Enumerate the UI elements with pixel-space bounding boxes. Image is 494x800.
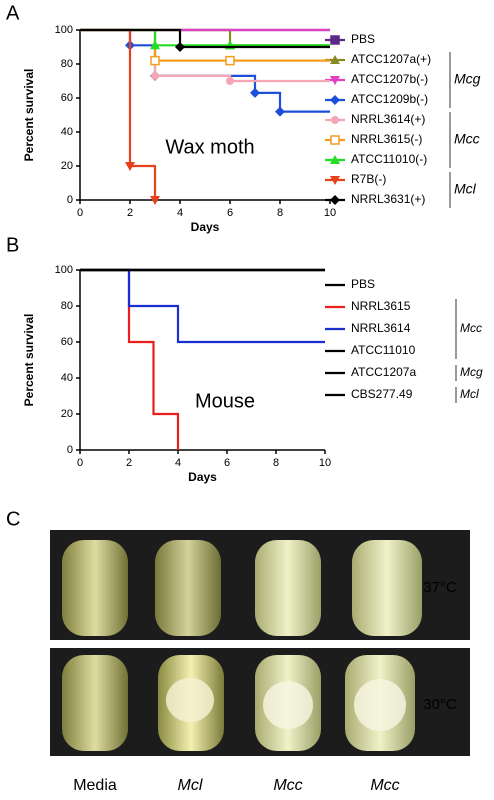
legend-label: NRRL3614 xyxy=(351,321,411,335)
legend-label: CBS277.49 xyxy=(351,387,413,401)
y-tick-label: 0 xyxy=(67,444,73,456)
marker xyxy=(150,40,160,50)
legend-label: R7B(-) xyxy=(351,172,386,186)
marker xyxy=(125,162,135,171)
group-label: Mcc xyxy=(454,131,480,147)
legend-label: ATCC1209b(-) xyxy=(351,92,428,106)
survival-line xyxy=(80,28,330,47)
survival-line xyxy=(80,268,325,344)
panel-letter: B xyxy=(6,234,19,256)
legend-label: ATCC1207a xyxy=(351,365,416,379)
survival-line xyxy=(80,28,330,47)
marker xyxy=(150,55,160,66)
marker xyxy=(250,87,260,98)
y-tick-label: 20 xyxy=(61,160,73,172)
legend-label: PBS xyxy=(351,277,375,291)
x-tick-label: 8 xyxy=(277,207,283,219)
x-tick-label: 4 xyxy=(177,207,183,219)
survival-line xyxy=(80,28,330,49)
annotation: Mouse xyxy=(195,390,255,412)
y-tick-label: 100 xyxy=(55,264,73,276)
annotation: Wax moth xyxy=(165,136,254,158)
legend-label: NRRL3614(+) xyxy=(351,112,425,126)
panel-letter: A xyxy=(6,2,20,24)
marker xyxy=(150,196,160,205)
y-tick-label: 60 xyxy=(61,92,73,104)
tube-label: Mcc xyxy=(273,777,302,794)
x-tick-label: 2 xyxy=(127,207,133,219)
x-tick-label: 6 xyxy=(224,457,230,469)
legend-label: ATCC11010 xyxy=(351,343,416,357)
legend-label: NRRL3615 xyxy=(351,299,411,313)
x-tick-label: 10 xyxy=(319,457,331,469)
x-tick-label: 0 xyxy=(77,457,83,469)
x-tick-label: 0 xyxy=(77,207,83,219)
marker xyxy=(151,71,159,80)
marker xyxy=(225,55,235,66)
group-label: Mcg xyxy=(460,365,483,379)
photo xyxy=(50,530,470,756)
y-tick-label: 80 xyxy=(61,58,73,70)
temperature-label: 30°C xyxy=(423,696,457,713)
y-tick-label: 100 xyxy=(55,24,73,36)
y-tick-label: 40 xyxy=(61,126,73,138)
y-tick-label: 40 xyxy=(61,372,73,384)
survival-line xyxy=(80,28,157,200)
legend-label: ATCC1207b(-) xyxy=(351,72,428,86)
group-label: Mcc xyxy=(460,321,482,335)
marker xyxy=(330,135,340,145)
legend-label: PBS xyxy=(351,32,375,46)
y-tick-label: 0 xyxy=(67,194,73,206)
x-axis-label: Days xyxy=(191,220,220,234)
marker xyxy=(275,106,285,117)
marker xyxy=(175,42,185,52)
group-label: Mcg xyxy=(454,71,481,87)
marker xyxy=(330,76,340,85)
x-tick-label: 2 xyxy=(126,457,132,469)
marker xyxy=(330,155,340,164)
survival-line xyxy=(80,28,330,83)
marker xyxy=(331,116,339,124)
x-tick-label: 6 xyxy=(227,207,233,219)
tube-label: Mcl xyxy=(178,777,203,794)
y-axis-label: Percent survival xyxy=(22,69,36,162)
marker xyxy=(330,195,340,205)
x-tick-label: 4 xyxy=(175,457,181,469)
y-tick-label: 80 xyxy=(61,300,73,312)
tube-label: Media xyxy=(73,777,117,794)
marker xyxy=(330,55,340,64)
y-tick-label: 60 xyxy=(61,336,73,348)
panel-letter: C xyxy=(6,508,20,530)
group-label: Mcl xyxy=(460,387,479,401)
marker xyxy=(330,35,340,45)
x-tick-label: 8 xyxy=(273,457,279,469)
group-label: Mcl xyxy=(454,181,477,197)
legend-label: ATCC11010(-) xyxy=(351,152,427,166)
legend-label: ATCC1207a(+) xyxy=(351,52,431,66)
y-axis-label: Percent survival xyxy=(22,314,36,407)
x-tick-label: 10 xyxy=(324,207,336,219)
marker xyxy=(226,77,234,85)
tube-label: Mcc xyxy=(370,777,399,794)
legend-label: NRRL3615(-) xyxy=(351,132,422,146)
marker xyxy=(330,176,340,185)
y-tick-label: 20 xyxy=(61,408,73,420)
temperature-label: 37°C xyxy=(423,579,457,596)
x-axis-label: Days xyxy=(188,470,217,484)
legend-label: NRRL3631(+) xyxy=(351,192,425,206)
survival-line xyxy=(80,28,330,113)
marker xyxy=(330,95,340,105)
